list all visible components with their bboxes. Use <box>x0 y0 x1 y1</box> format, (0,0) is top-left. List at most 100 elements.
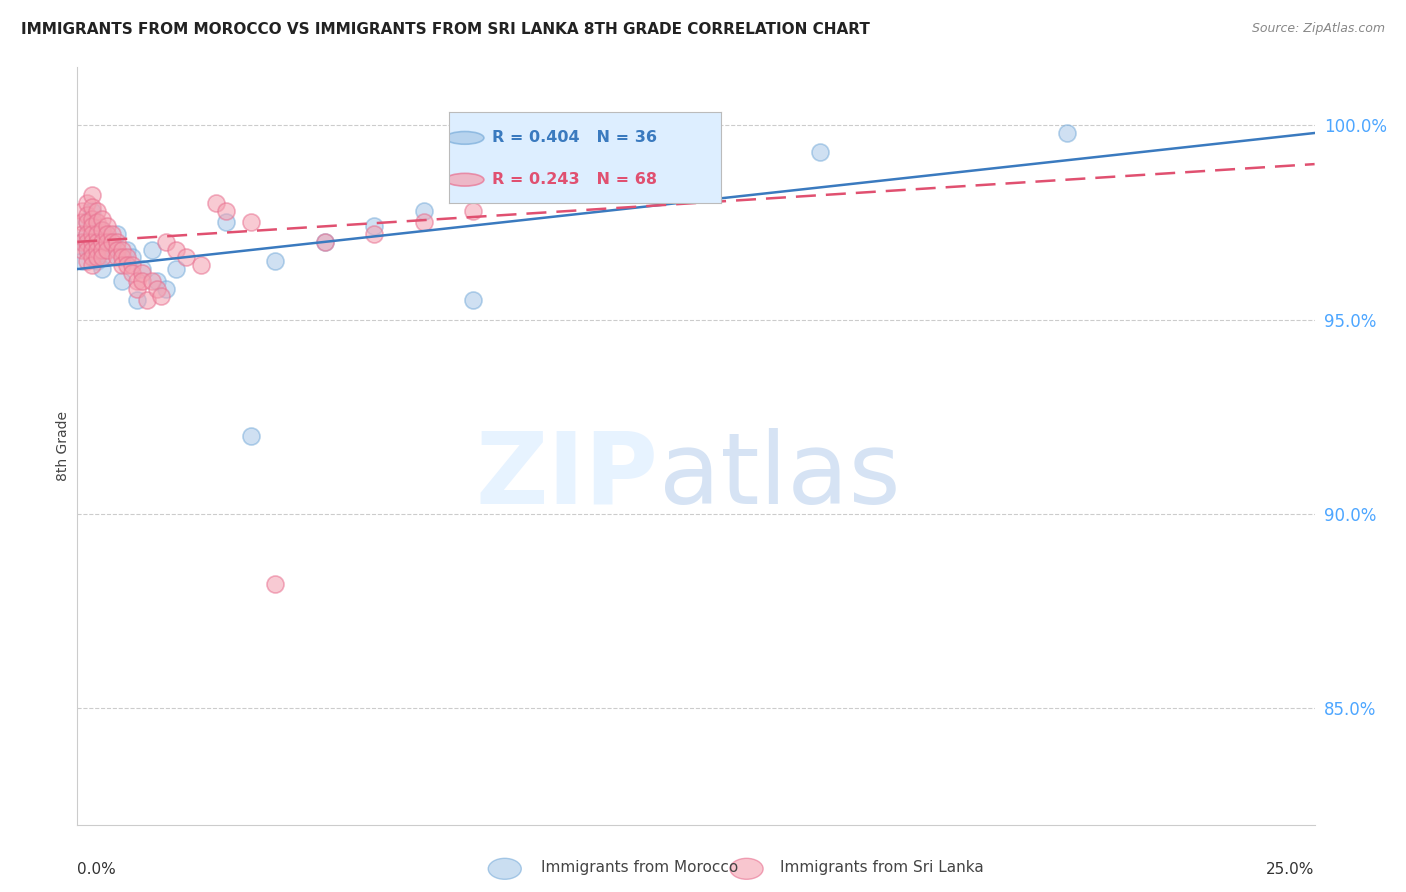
Point <box>86 254 108 268</box>
Point <box>72 203 94 218</box>
Point <box>86 251 108 265</box>
Point <box>101 227 124 241</box>
Point <box>1056 126 1078 140</box>
Point <box>72 227 94 241</box>
Point <box>165 243 187 257</box>
Point <box>76 239 98 253</box>
Point <box>121 251 143 265</box>
Point <box>121 258 143 272</box>
Point <box>141 243 163 257</box>
Point <box>155 281 177 295</box>
Point <box>76 215 98 229</box>
Point <box>96 251 118 265</box>
Point <box>808 145 831 160</box>
Point <box>105 227 128 241</box>
Point <box>155 235 177 249</box>
Point <box>145 274 167 288</box>
Point <box>76 208 98 222</box>
Point <box>96 235 118 249</box>
Point <box>190 258 212 272</box>
Point <box>105 251 128 265</box>
Point <box>314 235 336 249</box>
Point <box>82 211 104 226</box>
Point <box>82 251 104 265</box>
Point <box>82 243 104 257</box>
Point <box>86 243 108 257</box>
Point <box>91 262 114 277</box>
Point <box>76 235 98 249</box>
Point <box>363 219 385 234</box>
Point <box>239 215 262 229</box>
Point <box>412 203 434 218</box>
Point <box>125 293 148 308</box>
Point <box>96 243 118 257</box>
Point <box>314 235 336 249</box>
Point <box>105 243 128 257</box>
Point <box>463 293 485 308</box>
Point <box>111 274 134 288</box>
Text: Source: ZipAtlas.com: Source: ZipAtlas.com <box>1251 22 1385 36</box>
Point <box>82 203 104 218</box>
Point <box>111 243 134 257</box>
Point <box>101 239 124 253</box>
Point <box>264 577 287 591</box>
Point <box>165 262 187 277</box>
Point <box>91 223 114 237</box>
Point <box>76 196 98 211</box>
Point <box>82 258 104 272</box>
Point <box>145 281 167 295</box>
Point <box>82 227 104 241</box>
Text: atlas: atlas <box>659 428 900 524</box>
Point <box>91 251 114 265</box>
Point <box>82 219 104 234</box>
Point <box>125 281 148 295</box>
Point <box>105 235 128 249</box>
Point <box>82 231 104 245</box>
Text: 0.0%: 0.0% <box>77 863 117 878</box>
Point <box>101 235 124 249</box>
Point <box>91 211 114 226</box>
Circle shape <box>488 858 522 880</box>
Point <box>111 258 134 272</box>
Point <box>174 251 197 265</box>
Point <box>96 227 118 241</box>
Point <box>86 235 108 249</box>
Text: Immigrants from Morocco: Immigrants from Morocco <box>541 860 738 874</box>
Point <box>96 219 118 234</box>
Point <box>115 258 138 272</box>
Point <box>141 274 163 288</box>
Point <box>82 219 104 234</box>
Point <box>76 215 98 229</box>
Point <box>125 274 148 288</box>
Point <box>76 227 98 241</box>
Point <box>76 227 98 241</box>
Point <box>91 235 114 249</box>
Point <box>72 235 94 249</box>
Point <box>131 262 153 277</box>
Point <box>205 196 228 211</box>
Point <box>82 188 104 202</box>
Text: ZIP: ZIP <box>477 428 659 524</box>
Point <box>131 274 153 288</box>
Point <box>215 203 238 218</box>
Point <box>131 266 153 280</box>
Point <box>86 227 108 241</box>
Point <box>82 200 104 214</box>
Point <box>86 203 108 218</box>
Point <box>72 243 94 257</box>
Point <box>72 254 94 268</box>
Point <box>115 243 138 257</box>
Y-axis label: 8th Grade: 8th Grade <box>56 411 70 481</box>
Point <box>412 215 434 229</box>
Point <box>72 235 94 249</box>
Point <box>82 243 104 257</box>
Point <box>91 243 114 257</box>
Point <box>264 254 287 268</box>
Point <box>121 266 143 280</box>
Text: 25.0%: 25.0% <box>1267 863 1315 878</box>
Point <box>115 251 138 265</box>
Circle shape <box>730 858 763 880</box>
Text: Immigrants from Sri Lanka: Immigrants from Sri Lanka <box>780 860 984 874</box>
Point <box>363 227 385 241</box>
Point <box>76 243 98 257</box>
